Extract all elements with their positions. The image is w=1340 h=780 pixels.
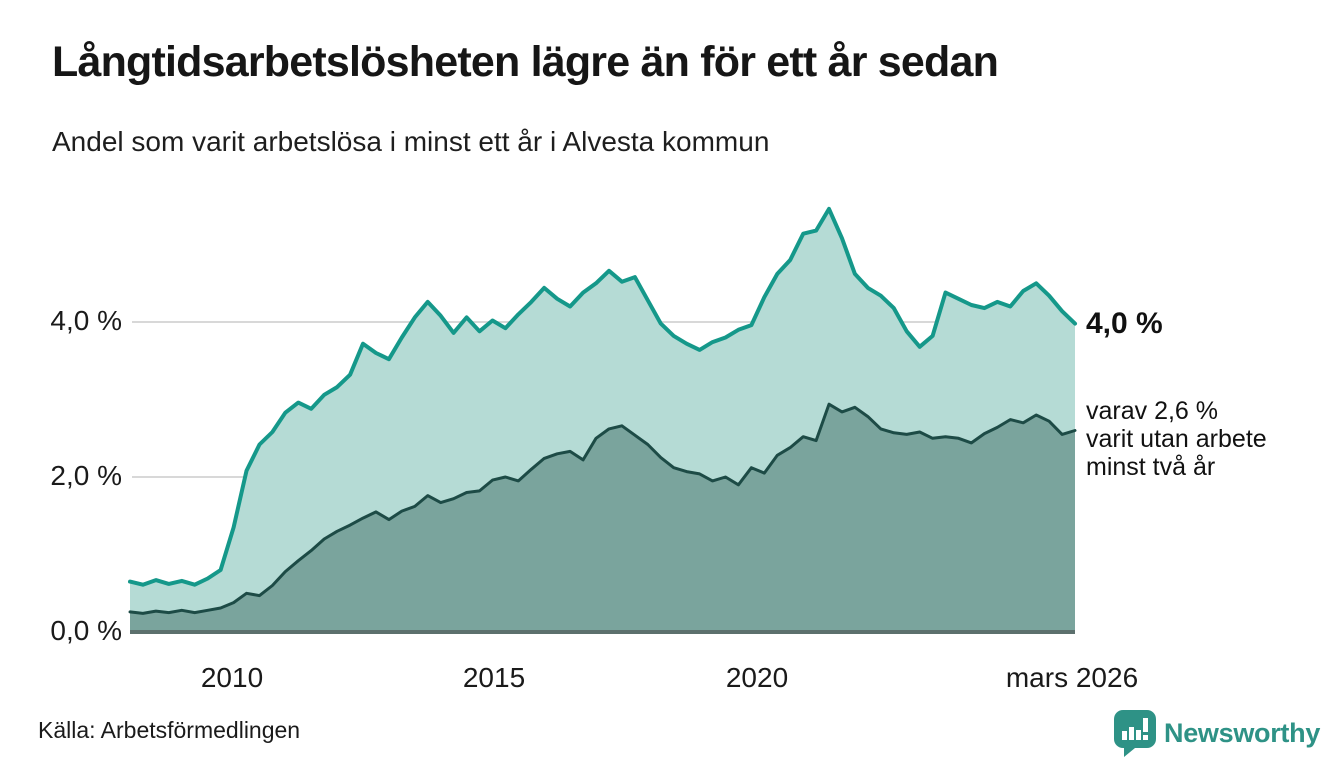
line-series-1 <box>128 402 1077 615</box>
series-end-label-two-years: varav 2,6 % varit utan arbete minst två … <box>1086 397 1267 481</box>
y-tick-label-0: 0,0 % <box>50 615 122 646</box>
series-end-label-line-3: minst två år <box>1086 453 1216 481</box>
source-note: Källa: Arbetsförmedlingen <box>38 717 301 743</box>
x-tick-label-2010: 2010 <box>200 662 264 693</box>
brand-logo: Newsworthy <box>1113 709 1320 757</box>
x-tick-label-mars-2026: mars 2026 <box>1005 662 1139 693</box>
series-end-label-total: 4,0 % <box>1086 307 1163 340</box>
line-series-0 <box>128 206 1077 587</box>
chart-title: Långtidsarbetslösheten lägre än för ett … <box>52 38 999 86</box>
y-tick-label-2: 2,0 % <box>50 460 122 491</box>
series-end-label-line-2: varit utan arbete <box>1086 425 1267 453</box>
series-end-label-line-1: varav 2,6 % <box>1086 397 1219 425</box>
brand-wordmark: Newsworthy <box>1164 717 1321 748</box>
x-tick-label-2015: 2015 <box>462 662 526 693</box>
area-chart-plot <box>128 206 1077 632</box>
newsworthy-icon <box>1114 710 1156 757</box>
x-axis-line <box>130 630 1075 634</box>
y-tick-label-4: 4,0 % <box>50 305 122 336</box>
x-tick-label-2020: 2020 <box>725 662 789 693</box>
chart-subtitle: Andel som varit arbetslösa i minst ett å… <box>52 126 770 157</box>
area-fill-series-1 <box>130 404 1075 632</box>
